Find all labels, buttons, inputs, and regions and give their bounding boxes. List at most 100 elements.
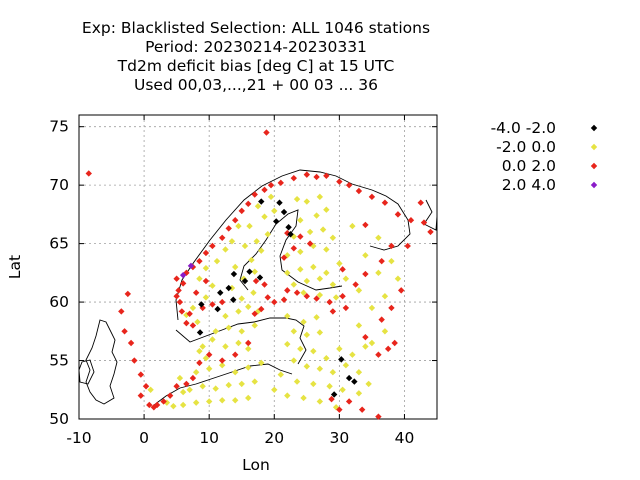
- plot-frame: [78, 114, 438, 420]
- data-point: [285, 224, 292, 231]
- data-point: [179, 271, 187, 279]
- data-point: [345, 398, 353, 405]
- data-point: [196, 347, 203, 355]
- data-point: [362, 221, 369, 229]
- data-point: [225, 284, 232, 292]
- data-point: [179, 401, 187, 409]
- data-point: [293, 289, 301, 296]
- data-point: [173, 293, 180, 300]
- data-point: [310, 263, 317, 271]
- data-point: [235, 222, 242, 230]
- data-point: [427, 228, 434, 236]
- data-point: [199, 383, 206, 390]
- data-point: [284, 287, 291, 294]
- title-line: Td2m deficit bias [deg C] at 15 UTC: [117, 57, 395, 75]
- data-point: [326, 298, 333, 306]
- data-point: [235, 339, 242, 347]
- data-point: [137, 371, 145, 378]
- data-point: [300, 289, 307, 296]
- data-point: [316, 329, 324, 336]
- data-point: [378, 257, 385, 265]
- data-point: [245, 364, 252, 371]
- legend-label: -2.0 0.0: [496, 138, 556, 156]
- data-point: [230, 270, 238, 278]
- data-point: [196, 359, 203, 367]
- y-tick-label: 70: [49, 176, 69, 194]
- data-point: [303, 293, 311, 300]
- data-point: [230, 296, 237, 303]
- data-point: [127, 339, 135, 347]
- data-point: [303, 171, 311, 178]
- data-point: [342, 304, 350, 312]
- data-point: [284, 392, 291, 399]
- data-point: [170, 402, 177, 410]
- data-point: [394, 211, 402, 218]
- data-point: [251, 268, 258, 275]
- data-point: [176, 298, 184, 306]
- data-point: [212, 385, 219, 392]
- data-point: [271, 298, 278, 306]
- data-point: [137, 392, 145, 399]
- data-point: [297, 217, 304, 224]
- data-point: [238, 207, 245, 215]
- data-point: [189, 374, 197, 382]
- data-point: [323, 206, 330, 213]
- data-points: [85, 129, 434, 420]
- data-point: [297, 266, 304, 273]
- data-point: [417, 199, 424, 206]
- data-point: [176, 374, 184, 382]
- data-point: [196, 329, 204, 336]
- data-point: [362, 333, 369, 341]
- data-point: [300, 394, 307, 402]
- data-point: [245, 345, 252, 353]
- data-point: [280, 296, 288, 303]
- data-point: [339, 293, 346, 300]
- data-point: [258, 305, 265, 313]
- data-point: [394, 275, 402, 282]
- data-point: [248, 256, 255, 264]
- data-point: [365, 380, 372, 388]
- legend-label: 2.0 4.0: [502, 176, 556, 194]
- data-point: [398, 287, 405, 294]
- series-group: [196, 198, 358, 398]
- data-point: [235, 308, 242, 315]
- data-point: [336, 178, 343, 185]
- data-point: [273, 218, 280, 225]
- data-point: [276, 199, 283, 206]
- data-point: [326, 383, 333, 390]
- data-point: [323, 269, 330, 277]
- data-point: [146, 401, 153, 409]
- data-point: [238, 380, 245, 388]
- legend-label: -4.0 -2.0: [491, 119, 556, 137]
- data-point: [388, 304, 395, 312]
- data-point: [217, 289, 224, 296]
- data-point: [261, 186, 268, 194]
- data-point: [328, 395, 335, 403]
- data-point: [290, 281, 297, 288]
- data-point: [381, 199, 389, 206]
- data-point: [189, 304, 197, 312]
- y-tick-label: 50: [49, 410, 69, 428]
- data-point: [238, 295, 245, 302]
- data-point: [355, 322, 363, 329]
- data-point: [118, 308, 125, 315]
- data-point: [306, 228, 314, 236]
- data-point: [355, 187, 363, 195]
- data-point: [313, 295, 320, 302]
- x-tick-label: 20: [264, 429, 284, 447]
- data-point: [214, 305, 221, 313]
- legend-marker: [590, 181, 598, 189]
- data-point: [303, 277, 311, 285]
- data-point: [232, 369, 239, 376]
- data-point: [186, 386, 193, 393]
- data-point: [250, 289, 257, 296]
- data-point: [258, 198, 265, 205]
- data-point: [253, 238, 260, 245]
- data-point: [251, 191, 258, 198]
- data-point: [241, 242, 249, 250]
- data-point: [205, 398, 213, 405]
- data-point: [316, 398, 324, 405]
- data-point: [173, 383, 180, 390]
- title-line: Period: 20230214-20230331: [145, 38, 367, 56]
- x-tick-label: 0: [139, 429, 149, 447]
